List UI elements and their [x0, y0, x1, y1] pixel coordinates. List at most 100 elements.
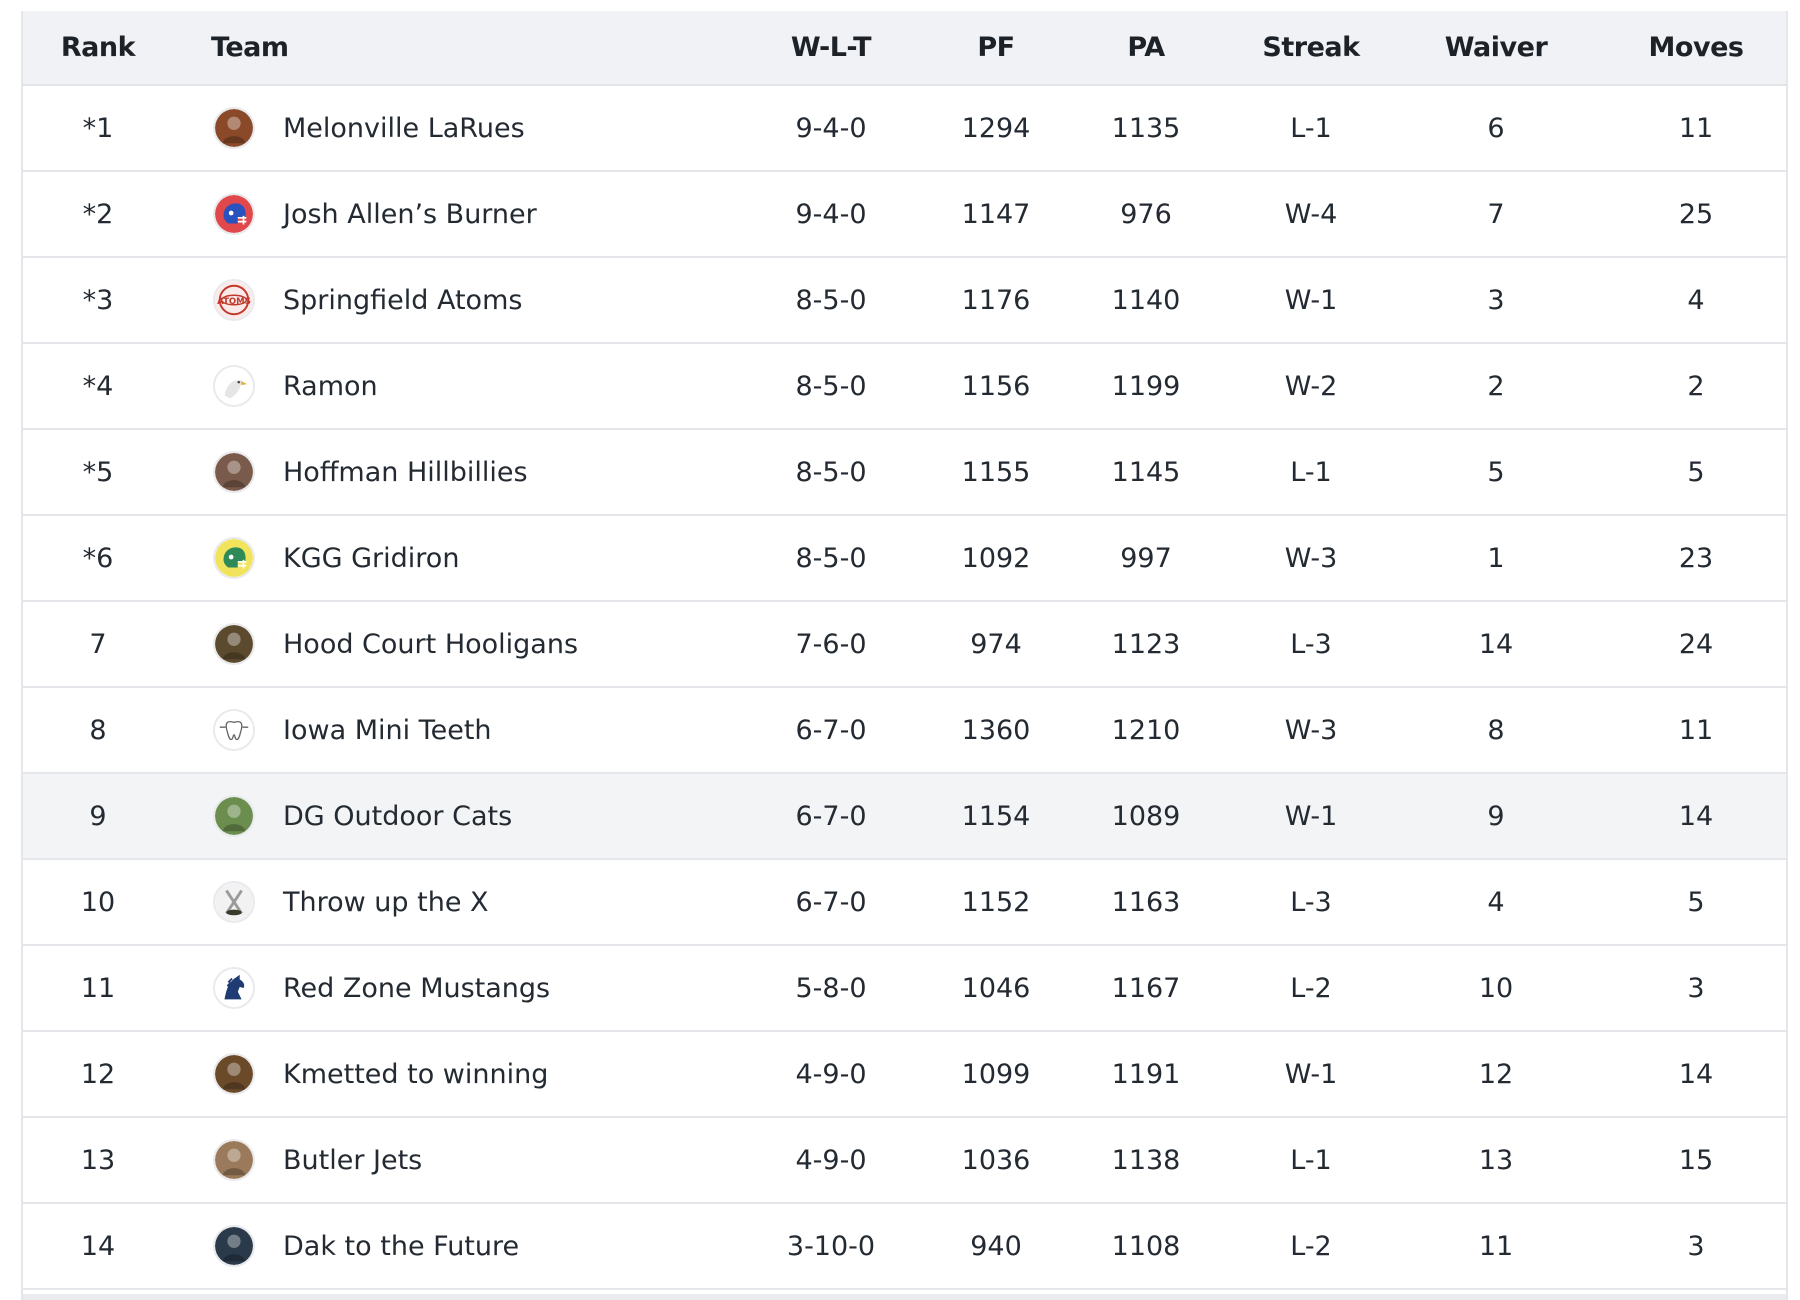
team-cell: Dak to the Future	[173, 1203, 756, 1289]
team-cell: KGG Gridiron	[173, 515, 756, 601]
rank-cell: 11	[80, 972, 116, 1004]
column-header-wlt[interactable]: W-L-T	[756, 11, 906, 86]
team-cell: Melonville LaRues	[173, 85, 756, 171]
pf-cell: 1176	[961, 284, 1031, 316]
column-header-pf[interactable]: PF	[906, 11, 1086, 86]
pf-cell: 1360	[961, 714, 1031, 746]
team-name-link[interactable]: Hood Court Hooligans	[283, 628, 579, 660]
pa-cell: 1163	[1111, 886, 1181, 918]
column-header-moves[interactable]: Moves	[1576, 11, 1786, 86]
pf-cell: 1147	[961, 198, 1031, 230]
column-header-streak[interactable]: Streak	[1206, 11, 1416, 86]
waiver-cell: 2	[1487, 370, 1505, 402]
team-cell: Hoffman Hillbillies	[173, 429, 756, 515]
team-avatar-icon[interactable]	[213, 193, 255, 235]
rank-cell: 7	[89, 628, 107, 660]
table-row[interactable]: 13 Butler Jets 4-9-0 1036 1138 L-1 13 15	[23, 1117, 1786, 1203]
streak-cell: W-1	[1284, 1058, 1338, 1090]
team-avatar-icon[interactable]	[213, 1225, 255, 1267]
moves-cell: 4	[1687, 284, 1705, 316]
team-name-link[interactable]: Red Zone Mustangs	[283, 972, 551, 1004]
standings-table-container: Rank Team W-L-T PF PA Streak Waiver Move…	[21, 11, 1788, 1300]
team-name-link[interactable]: DG Outdoor Cats	[283, 800, 513, 832]
wlt-cell: 5-8-0	[795, 972, 867, 1004]
team-name-link[interactable]: KGG Gridiron	[283, 542, 460, 574]
team-name-link[interactable]: Throw up the X	[283, 886, 489, 918]
team-avatar-icon[interactable]	[213, 1139, 255, 1181]
moves-cell: 2	[1687, 370, 1705, 402]
team-name-link[interactable]: Ramon	[283, 370, 378, 402]
team-avatar-icon[interactable]	[213, 881, 255, 923]
rank-cell: 8	[89, 714, 107, 746]
wlt-cell: 8-5-0	[795, 370, 867, 402]
column-header-pa[interactable]: PA	[1086, 11, 1206, 86]
streak-cell: L-2	[1290, 972, 1332, 1004]
team-avatar-icon[interactable]	[213, 1053, 255, 1095]
team-name-link[interactable]: Dak to the Future	[283, 1230, 520, 1262]
team-avatar-icon[interactable]	[213, 537, 255, 579]
rank-cell: 10	[80, 886, 116, 918]
team-name-link[interactable]: Butler Jets	[283, 1144, 423, 1176]
team-avatar-icon[interactable]	[213, 709, 255, 751]
team-avatar-icon[interactable]	[213, 967, 255, 1009]
team-name-link[interactable]: Iowa Mini Teeth	[283, 714, 492, 746]
rank-cell: *1	[82, 112, 114, 144]
pa-cell: 976	[1120, 198, 1172, 230]
rank-cell: 13	[80, 1144, 116, 1176]
team-name-link[interactable]: Springfield Atoms	[283, 284, 523, 316]
team-avatar-icon[interactable]	[213, 451, 255, 493]
table-row[interactable]: *3 ATOMS Springfield Atoms 8-5-0 1176 11…	[23, 257, 1786, 343]
table-row[interactable]: *6 KGG Gridiron 8-5-0 1092 997 W-3 1 23	[23, 515, 1786, 601]
wlt-cell: 9-4-0	[795, 112, 867, 144]
waiver-cell: 7	[1487, 198, 1505, 230]
pf-cell: 1155	[961, 456, 1031, 488]
team-cell: Hood Court Hooligans	[173, 601, 756, 687]
table-row[interactable]: 9 DG Outdoor Cats 6-7-0 1154 1089 W-1 9 …	[23, 773, 1786, 859]
rank-cell: 9	[89, 800, 107, 832]
table-row[interactable]: *4 Ramon 8-5-0 1156 1199 W-2 2 2	[23, 343, 1786, 429]
pa-cell: 997	[1120, 542, 1172, 574]
column-header-rank[interactable]: Rank	[23, 11, 173, 86]
pa-cell: 1108	[1111, 1230, 1181, 1262]
wlt-cell: 3-10-0	[786, 1230, 876, 1262]
team-name-link[interactable]: Josh Allen’s Burner	[283, 198, 537, 230]
rank-cell: *5	[82, 456, 114, 488]
team-name-link[interactable]: Hoffman Hillbillies	[283, 456, 528, 488]
moves-cell: 14	[1678, 1058, 1714, 1090]
table-header-row: Rank Team W-L-T PF PA Streak Waiver Move…	[23, 11, 1786, 86]
column-header-waiver[interactable]: Waiver	[1416, 11, 1576, 86]
team-avatar-icon[interactable]: ATOMS	[213, 279, 255, 321]
team-avatar-icon[interactable]	[213, 365, 255, 407]
pa-cell: 1138	[1111, 1144, 1181, 1176]
table-row[interactable]: 11 Red Zone Mustangs 5-8-0 1046 1167 L-2…	[23, 945, 1786, 1031]
pf-cell: 1294	[961, 112, 1031, 144]
table-row[interactable]: 7 Hood Court Hooligans 7-6-0 974 1123 L-…	[23, 601, 1786, 687]
wlt-cell: 6-7-0	[795, 714, 867, 746]
rank-cell: *2	[82, 198, 114, 230]
table-row[interactable]: *2 Josh Allen’s Burner 9-4-0 1147 976 W-…	[23, 171, 1786, 257]
team-avatar-icon[interactable]	[213, 107, 255, 149]
team-cell: Throw up the X	[173, 859, 756, 945]
wlt-cell: 4-9-0	[795, 1144, 867, 1176]
streak-cell: W-1	[1284, 284, 1338, 316]
waiver-cell: 9	[1487, 800, 1505, 832]
pa-cell: 1145	[1111, 456, 1181, 488]
rank-cell: *3	[82, 284, 114, 316]
streak-cell: L-3	[1290, 628, 1332, 660]
table-row[interactable]: 12 Kmetted to winning 4-9-0 1099 1191 W-…	[23, 1031, 1786, 1117]
table-row[interactable]: *5 Hoffman Hillbillies 8-5-0 1155 1145 L…	[23, 429, 1786, 515]
table-row[interactable]: 14 Dak to the Future 3-10-0 940 1108 L-2…	[23, 1203, 1786, 1289]
team-name-link[interactable]: Kmetted to winning	[283, 1058, 549, 1090]
table-row[interactable]: *1 Melonville LaRues 9-4-0 1294 1135 L-1…	[23, 85, 1786, 171]
team-avatar-icon[interactable]	[213, 623, 255, 665]
team-name-link[interactable]: Melonville LaRues	[283, 112, 525, 144]
wlt-cell: 8-5-0	[795, 284, 867, 316]
pf-cell: 1156	[961, 370, 1031, 402]
column-header-team[interactable]: Team	[173, 11, 756, 86]
standings-table: Rank Team W-L-T PF PA Streak Waiver Move…	[23, 11, 1786, 1290]
wlt-cell: 9-4-0	[795, 198, 867, 230]
table-row[interactable]: 10 Throw up the X 6-7-0 1152 1163 L-3 4 …	[23, 859, 1786, 945]
streak-cell: L-2	[1290, 1230, 1332, 1262]
table-row[interactable]: 8 Iowa Mini Teeth 6-7-0 1360 1210 W-3 8 …	[23, 687, 1786, 773]
team-avatar-icon[interactable]	[213, 795, 255, 837]
